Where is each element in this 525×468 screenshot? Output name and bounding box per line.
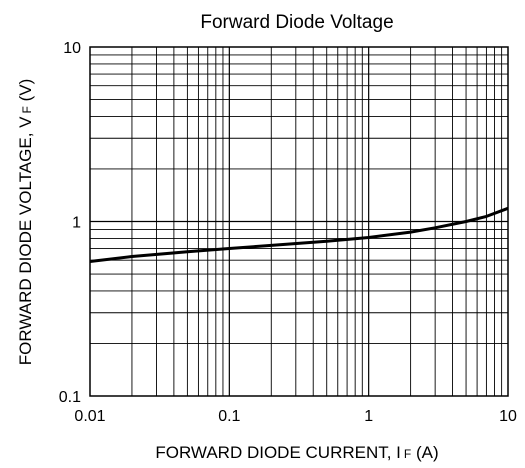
y-axis-label: FORWARD DIODE VOLTAGE, VF (V): [16, 79, 35, 365]
grid-lines: [90, 47, 508, 396]
y-tick-label: 0.1: [59, 389, 81, 406]
series-line-0: [89, 206, 509, 263]
series-layer: [89, 206, 509, 263]
plot-frame: [89, 46, 509, 397]
x-tick-label: 0.01: [74, 408, 105, 425]
x-tick-label: 10: [499, 408, 517, 425]
x-tick-label: 0.1: [218, 408, 240, 425]
x-tick-label: 1: [364, 408, 373, 425]
y-tick-label: 10: [63, 40, 81, 57]
y-tick-label: 1: [72, 215, 81, 232]
chart-title: Forward Diode Voltage: [200, 12, 393, 33]
tick-labels: 0.01 0.1 1 10 0.1 1 10: [59, 40, 517, 425]
